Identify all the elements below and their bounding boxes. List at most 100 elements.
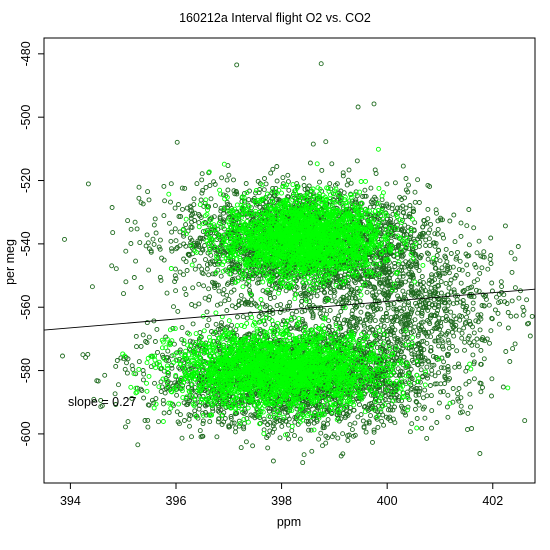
data-point xyxy=(434,253,440,258)
data-point xyxy=(384,181,390,187)
data-point xyxy=(183,259,189,265)
data-point xyxy=(216,288,222,294)
data-point xyxy=(422,221,428,227)
data-point xyxy=(392,260,397,266)
data-point xyxy=(466,379,472,384)
data-point xyxy=(509,269,515,275)
data-point xyxy=(188,224,194,230)
data-point xyxy=(425,216,431,222)
data-point xyxy=(152,380,157,386)
data-point xyxy=(441,235,446,241)
data-point xyxy=(169,229,175,235)
data-point xyxy=(187,338,193,344)
data-point xyxy=(141,395,147,401)
data-point xyxy=(420,374,426,380)
data-point xyxy=(144,232,150,238)
data-point xyxy=(206,272,212,278)
data-point xyxy=(325,417,331,423)
data-point xyxy=(289,311,295,317)
data-point xyxy=(235,275,241,281)
data-point xyxy=(473,264,479,270)
data-point xyxy=(300,460,306,466)
data-point xyxy=(386,265,392,271)
data-point xyxy=(502,223,508,229)
data-point xyxy=(204,309,210,315)
data-point xyxy=(203,410,208,415)
data-point xyxy=(340,170,346,176)
data-point xyxy=(299,298,305,304)
data-point xyxy=(221,217,227,223)
data-point xyxy=(137,240,143,246)
data-point xyxy=(346,284,352,290)
data-point xyxy=(329,396,335,402)
data-point xyxy=(147,246,152,252)
data-point xyxy=(451,212,457,218)
data-point xyxy=(260,301,265,307)
data-point xyxy=(181,233,187,239)
data-point xyxy=(372,318,378,324)
data-point xyxy=(89,284,95,290)
data-point xyxy=(145,240,151,246)
data-point xyxy=(229,280,235,286)
data-point xyxy=(458,220,464,226)
data-point xyxy=(370,439,375,445)
data-point xyxy=(338,188,344,194)
data-point xyxy=(407,211,413,217)
data-point xyxy=(181,418,187,423)
data-point xyxy=(289,428,295,433)
data-point xyxy=(472,262,478,268)
data-point xyxy=(423,243,429,248)
data-point xyxy=(201,283,207,289)
data-point xyxy=(118,355,124,361)
chart-title: 160212a Interval flight O2 vs. CO2 xyxy=(179,11,371,25)
data-point xyxy=(207,419,213,425)
data-point xyxy=(145,424,151,430)
data-point xyxy=(381,276,387,282)
data-point xyxy=(276,275,282,281)
data-point xyxy=(265,445,271,451)
data-point xyxy=(277,435,283,441)
data-point xyxy=(199,171,205,177)
data-point xyxy=(261,416,267,422)
data-point xyxy=(154,326,160,332)
data-point xyxy=(301,175,307,181)
data-point xyxy=(353,189,359,195)
data-point xyxy=(180,206,185,212)
data-point xyxy=(401,232,407,238)
data-point xyxy=(292,433,297,439)
data-point xyxy=(200,271,206,277)
data-points xyxy=(60,61,535,466)
data-point xyxy=(456,364,462,370)
data-point xyxy=(174,392,180,398)
data-point xyxy=(470,352,476,358)
data-point xyxy=(162,198,168,204)
data-point xyxy=(441,365,447,371)
data-point xyxy=(409,421,415,427)
data-point xyxy=(168,181,174,187)
data-point xyxy=(248,302,254,308)
data-point xyxy=(199,177,205,183)
data-point xyxy=(522,418,528,424)
data-point xyxy=(254,202,259,208)
data-point xyxy=(246,197,252,203)
data-point xyxy=(208,196,214,202)
data-point xyxy=(62,236,67,242)
data-point xyxy=(195,238,201,244)
data-point xyxy=(167,220,172,226)
data-point xyxy=(186,346,192,352)
data-point xyxy=(448,251,454,256)
data-point xyxy=(452,239,458,245)
data-point xyxy=(409,386,415,391)
data-point xyxy=(211,179,217,185)
data-point xyxy=(400,271,406,277)
data-point xyxy=(124,360,129,366)
data-point xyxy=(408,226,414,232)
data-point xyxy=(455,391,461,397)
data-point xyxy=(390,202,396,208)
data-point xyxy=(310,313,316,319)
data-point xyxy=(179,325,185,331)
data-point xyxy=(424,435,430,441)
data-point xyxy=(221,287,227,293)
data-point xyxy=(368,284,374,290)
